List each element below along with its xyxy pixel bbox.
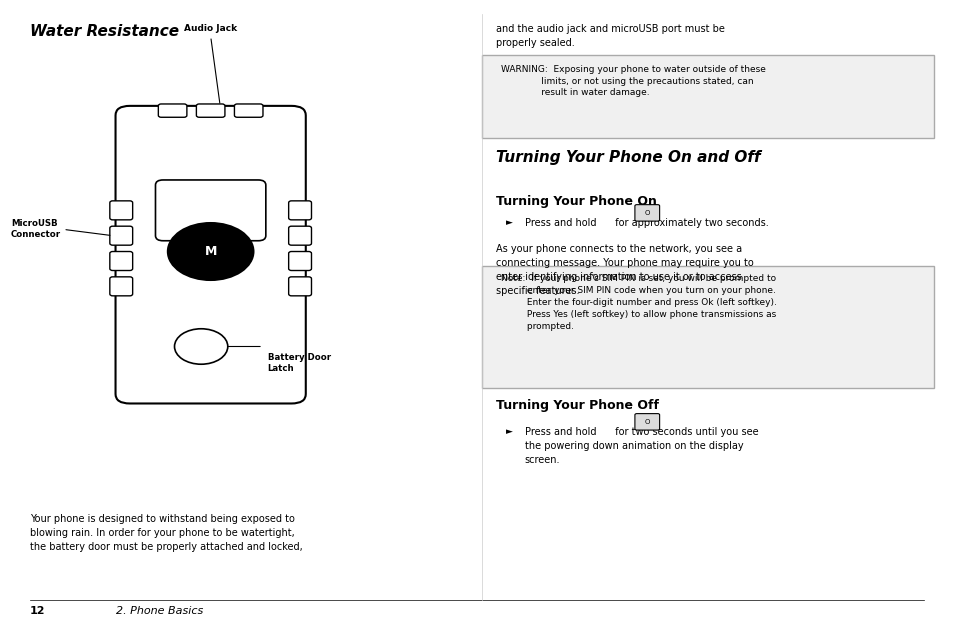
FancyBboxPatch shape: [481, 55, 933, 137]
Text: Water Resistance: Water Resistance: [30, 24, 179, 39]
FancyBboxPatch shape: [158, 104, 187, 117]
Text: Press and hold      for approximately two seconds.: Press and hold for approximately two sec…: [524, 218, 767, 228]
Text: Turning Your Phone On: Turning Your Phone On: [496, 195, 657, 207]
Text: 2. Phone Basics: 2. Phone Basics: [115, 606, 203, 616]
Text: Your phone is designed to withstand being exposed to
blowing rain. In order for : Your phone is designed to withstand bein…: [30, 515, 302, 552]
FancyBboxPatch shape: [635, 205, 659, 221]
Text: Press and hold      for two seconds until you see
the powering down animation on: Press and hold for two seconds until you…: [524, 427, 758, 465]
FancyBboxPatch shape: [481, 266, 933, 388]
Text: O: O: [644, 419, 649, 425]
FancyBboxPatch shape: [196, 104, 225, 117]
FancyBboxPatch shape: [110, 277, 132, 296]
FancyBboxPatch shape: [155, 180, 266, 241]
Text: Battery Door
Latch: Battery Door Latch: [268, 353, 331, 373]
Text: Turning Your Phone Off: Turning Your Phone Off: [496, 399, 659, 412]
FancyBboxPatch shape: [234, 104, 263, 117]
Circle shape: [168, 223, 253, 280]
FancyBboxPatch shape: [110, 201, 132, 220]
Circle shape: [174, 329, 228, 364]
Text: ►: ►: [505, 427, 512, 436]
FancyBboxPatch shape: [289, 277, 312, 296]
Text: As your phone connects to the network, you see a
connecting message. Your phone : As your phone connects to the network, y…: [496, 244, 753, 296]
FancyBboxPatch shape: [110, 251, 132, 270]
Text: WARNING:  Exposing your phone to water outside of these
              limits, or: WARNING: Exposing your phone to water ou…: [500, 65, 765, 97]
Text: O: O: [644, 210, 649, 216]
Text: 12: 12: [30, 606, 46, 616]
Text: Audio Jack: Audio Jack: [184, 24, 237, 32]
Text: M: M: [204, 245, 216, 258]
Text: and the audio jack and microUSB port must be
properly sealed.: and the audio jack and microUSB port mus…: [496, 24, 724, 48]
Text: Turning Your Phone On and Off: Turning Your Phone On and Off: [496, 150, 760, 165]
FancyBboxPatch shape: [289, 201, 312, 220]
FancyBboxPatch shape: [635, 413, 659, 430]
Text: MicroUSB
Connector: MicroUSB Connector: [10, 219, 61, 239]
Text: Note:  If your phone’s SIM PIN is set, you will be prompted to
         enter yo: Note: If your phone’s SIM PIN is set, yo…: [500, 274, 776, 331]
FancyBboxPatch shape: [289, 251, 312, 270]
Text: ►: ►: [505, 218, 512, 227]
FancyBboxPatch shape: [289, 226, 312, 245]
FancyBboxPatch shape: [110, 226, 132, 245]
FancyBboxPatch shape: [115, 106, 306, 403]
